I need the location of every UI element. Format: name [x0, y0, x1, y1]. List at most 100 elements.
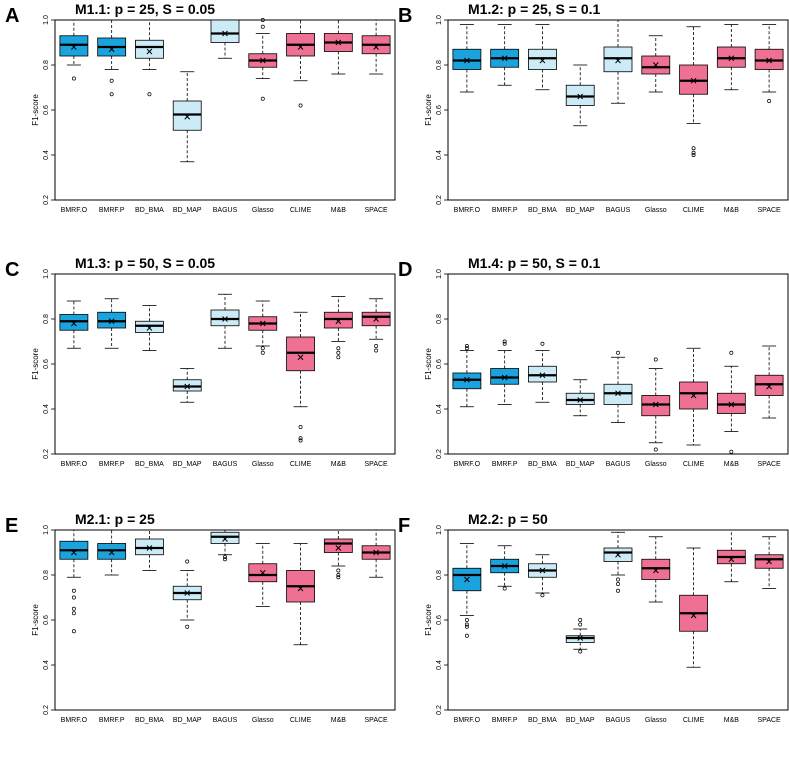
mean-marker [539, 567, 546, 574]
box-bd-bma [135, 305, 164, 351]
outlier-point [298, 436, 303, 441]
y-tick-label: 0.8 [436, 570, 443, 580]
iqr-box [323, 538, 353, 553]
outlier-point [298, 103, 303, 108]
box-bmrf-p [97, 298, 127, 349]
mean-marker [259, 569, 266, 576]
box-m-b [323, 296, 353, 360]
mean-marker [766, 558, 772, 565]
mean-marker [146, 48, 153, 55]
x-tick-label: BAGUS [213, 717, 238, 724]
x-tick-label: BMRF.P [492, 207, 518, 214]
outlier-point [260, 350, 265, 355]
outlier-point [653, 357, 658, 362]
box-bd-bma [528, 24, 557, 91]
x-tick-label: BD_MAP [173, 717, 202, 724]
x-tick-label: BMRF.O [454, 461, 481, 468]
panel-letter: C [5, 259, 19, 281]
x-tick-label: BMRF.O [454, 717, 481, 724]
box-bd-map [565, 379, 595, 417]
iqr-box [754, 374, 784, 396]
x-tick-label: BMRF.P [99, 717, 125, 724]
y-tick-label: 0.8 [43, 314, 50, 324]
outlier-point [502, 341, 507, 346]
mean-marker [577, 397, 584, 403]
y-tick-label: 0.2 [43, 449, 50, 459]
y-axis-label: F1-score [424, 604, 433, 636]
mean-marker [108, 549, 115, 556]
iqr-box [210, 531, 240, 544]
box-clime [286, 543, 315, 646]
mean-marker [766, 57, 772, 64]
panel-title: M1.4: p = 50, S = 0.1 [468, 255, 601, 271]
outlier-point [336, 355, 341, 360]
box-bd-bma [135, 19, 164, 97]
mean-marker [335, 39, 342, 46]
iqr-box [172, 379, 202, 392]
outlier-point [298, 438, 303, 443]
mean-marker [690, 392, 697, 399]
iqr-box [59, 35, 89, 57]
x-tick-label: BD_MAP [566, 207, 595, 214]
outlier-point [464, 624, 469, 629]
outlier-point [71, 611, 76, 616]
y-tick-label: 0.4 [436, 660, 443, 670]
x-tick-label: SPACE [365, 717, 389, 724]
x-tick-label: Glasso [252, 461, 274, 468]
outlier-point [260, 346, 265, 351]
x-tick-label: BAGUS [606, 207, 631, 214]
box-bmrf-o [452, 344, 482, 408]
box-space [361, 19, 391, 75]
panel-title: M1.2: p = 25, S = 0.1 [468, 1, 601, 17]
box-space [361, 529, 391, 578]
mean-marker [690, 77, 697, 84]
iqr-box [452, 48, 482, 70]
box-space [754, 536, 784, 589]
box-glasso [641, 35, 671, 93]
box-bmrf-o [452, 543, 482, 638]
mean-marker [728, 401, 735, 408]
x-tick-label: M&B [724, 717, 740, 724]
mean-marker [335, 545, 342, 551]
iqr-box [641, 558, 671, 580]
outlier-point [691, 150, 696, 155]
panel-title: M1.1: p = 25, S = 0.05 [75, 1, 215, 17]
mean-marker [146, 325, 153, 331]
box-bmrf-o [59, 300, 89, 349]
mean-marker [222, 30, 228, 37]
x-tick-label: BMRF.P [492, 717, 518, 724]
iqr-box [97, 543, 127, 560]
panel-d: D M1.4: p = 50, S = 0.1 F1-score 0.2 0.4 0.6 0… [398, 255, 789, 468]
panel-letter: E [5, 515, 18, 537]
x-tick-label: BAGUS [606, 461, 631, 468]
box-clime [679, 547, 708, 668]
mean-marker [464, 576, 470, 583]
mean-marker [615, 551, 621, 558]
outlier-point [578, 618, 583, 622]
outlier-point [616, 582, 620, 586]
outlier-point [260, 24, 265, 29]
box-glasso [248, 18, 278, 101]
y-tick-label: 1.0 [43, 269, 50, 279]
outlier-point [109, 78, 114, 83]
box-clime [679, 26, 708, 157]
iqr-box [641, 395, 671, 417]
box-space [754, 345, 784, 419]
mean-marker [108, 46, 115, 53]
mean-marker [373, 44, 379, 50]
y-tick-label: 1.0 [43, 15, 50, 25]
y-axis-label: F1-score [424, 348, 433, 380]
x-tick-label: Glasso [252, 207, 274, 214]
panel-letter: D [398, 259, 412, 281]
x-tick-label: SPACE [365, 461, 389, 468]
outlier-point [616, 588, 620, 593]
y-tick-label: 0.8 [436, 60, 443, 70]
box-bd-bma [528, 554, 557, 598]
x-tick-label: BMRF.O [454, 207, 481, 214]
y-tick-label: 0.8 [43, 60, 50, 70]
y-tick-label: 0.6 [436, 359, 443, 369]
x-tick-label: Glasso [645, 207, 667, 214]
panel-letter: B [398, 5, 412, 27]
box-bmrf-o [59, 19, 89, 81]
x-tick-label: BD_MAP [173, 461, 202, 468]
